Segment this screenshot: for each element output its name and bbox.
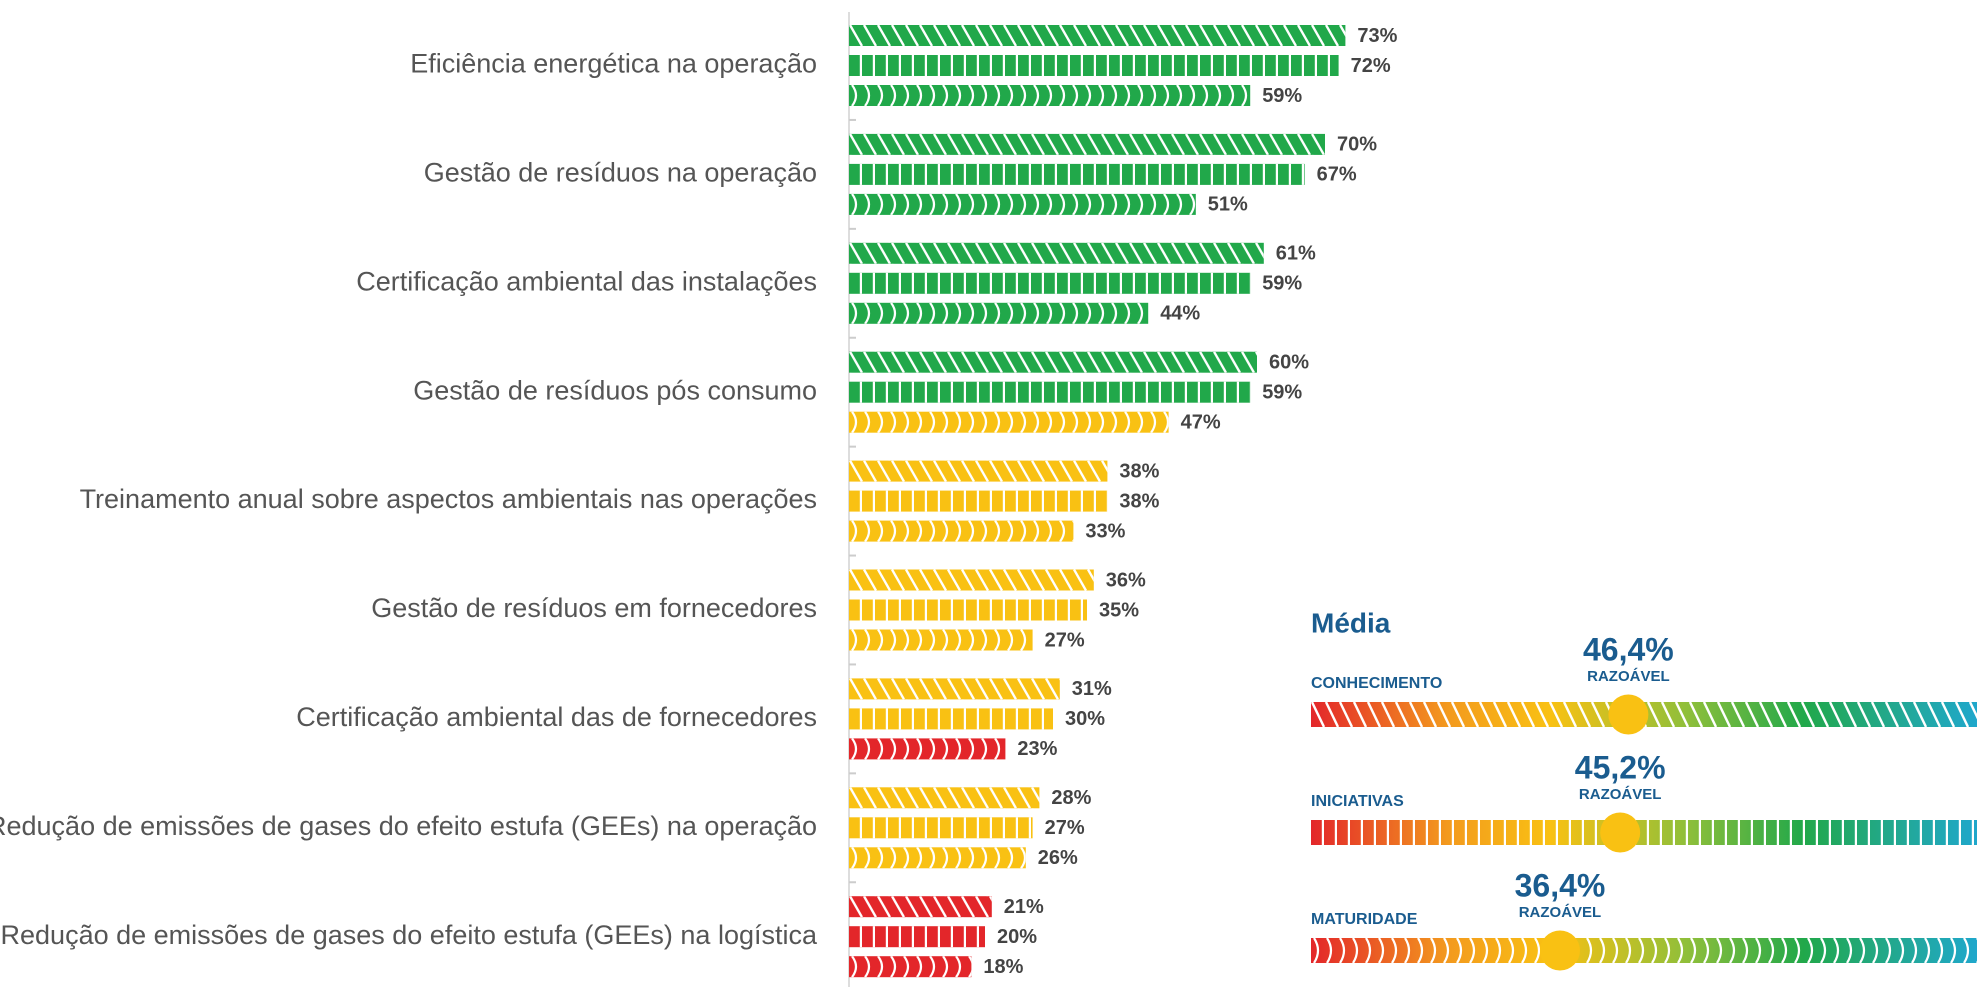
value-label: 61% (1276, 243, 1316, 265)
value-label: 59% (1262, 381, 1302, 403)
bar-texture (849, 242, 1264, 264)
bar-texture (849, 133, 1325, 155)
bar-texture (849, 896, 992, 918)
gauge-label: MATURIDADE (1311, 911, 1418, 928)
bar-texture (849, 787, 1040, 809)
category-label: Eficiência energética na operação (410, 49, 817, 79)
bar-texture (849, 25, 1346, 46)
gauge-rating: RAZOÁVEL (1587, 668, 1670, 685)
value-label: 27% (1045, 817, 1085, 839)
value-label: 35% (1099, 599, 1139, 621)
bar-texture (849, 55, 1339, 76)
value-label: 36% (1106, 569, 1146, 591)
value-label: 38% (1119, 460, 1159, 482)
bar-texture (849, 817, 1033, 839)
bar-texture (849, 678, 1060, 700)
bar-texture (849, 738, 1006, 760)
gauge-marker (1539, 930, 1580, 971)
bar-texture (849, 411, 1169, 433)
gauge-marker (1608, 694, 1649, 735)
bar-texture (849, 708, 1053, 730)
value-label: 44% (1160, 303, 1200, 325)
value-label: 20% (997, 926, 1037, 948)
value-label: 31% (1072, 678, 1112, 700)
value-label: 72% (1351, 55, 1391, 77)
value-label: 18% (983, 956, 1023, 978)
value-label: 73% (1357, 25, 1397, 47)
bar-texture (849, 847, 1026, 869)
category-label: Redução de emissões de gases do efeito e… (1, 920, 818, 950)
bar-texture (849, 351, 1257, 373)
gauge-texture (1311, 820, 1977, 845)
bar-texture (849, 956, 972, 978)
gauge-rating: RAZOÁVEL (1579, 786, 1662, 803)
category-label: Gestão de resíduos em fornecedores (371, 593, 817, 623)
value-label: 51% (1208, 194, 1248, 216)
category-label: Gestão de resíduos pós consumo (413, 375, 817, 405)
value-label: 27% (1045, 629, 1085, 651)
gauge-marker (1600, 812, 1641, 853)
category-label: Redução de emissões de gases do efeito e… (0, 811, 817, 841)
category-label: Certificação ambiental das de fornecedor… (296, 702, 817, 732)
bar-texture (849, 272, 1251, 294)
bar-texture (849, 629, 1033, 651)
bar-texture (849, 599, 1087, 621)
gauge-label: CONHECIMENTO (1311, 675, 1442, 692)
bar-texture (849, 460, 1108, 482)
value-label: 59% (1262, 85, 1302, 107)
value-label: 21% (1004, 896, 1044, 918)
category-label: Treinamento anual sobre aspectos ambient… (80, 484, 817, 514)
bar-texture (849, 163, 1305, 185)
bar-texture (849, 926, 985, 948)
gauge-value: 45,2% (1575, 749, 1666, 785)
bar-texture (849, 193, 1196, 215)
bar-texture (849, 490, 1108, 512)
gauge-value: 46,4% (1583, 631, 1674, 667)
gauge-texture (1311, 938, 1977, 963)
value-label: 67% (1317, 164, 1357, 186)
bar-texture (849, 520, 1074, 542)
value-label: 38% (1119, 490, 1159, 512)
value-label: 30% (1065, 708, 1105, 730)
value-label: 59% (1262, 273, 1302, 295)
value-label: 28% (1051, 787, 1091, 809)
value-label: 23% (1017, 738, 1057, 760)
value-label: 70% (1337, 134, 1377, 156)
value-label: 26% (1038, 847, 1078, 869)
bar-texture (849, 381, 1251, 403)
value-label: 33% (1085, 520, 1125, 542)
bar-texture (849, 85, 1251, 106)
category-label: Gestão de resíduos na operação (424, 158, 817, 188)
bar-texture (849, 302, 1149, 324)
gauge-label: INICIATIVAS (1311, 793, 1404, 810)
value-label: 47% (1181, 411, 1221, 433)
category-label: Certificação ambiental das instalações (356, 266, 817, 296)
average-title: Média (1311, 607, 1391, 638)
value-label: 60% (1269, 351, 1309, 373)
bar-texture (849, 569, 1094, 591)
gauge-rating: RAZOÁVEL (1519, 904, 1602, 921)
gauge-value: 36,4% (1515, 867, 1606, 903)
